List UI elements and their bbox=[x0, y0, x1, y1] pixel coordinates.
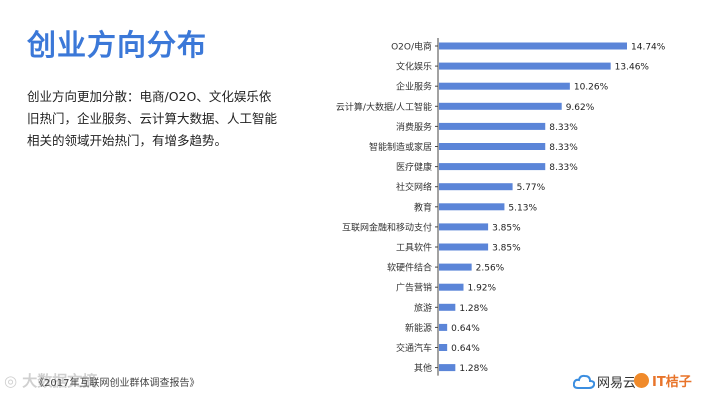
category-label: 互联网金融和移动支付 bbox=[342, 221, 432, 233]
bar bbox=[439, 364, 456, 372]
source-note: 《2017年互联网创业群体调查报告》 bbox=[34, 378, 200, 389]
bar bbox=[439, 283, 464, 291]
bar bbox=[439, 122, 546, 130]
value-label: 1.28% bbox=[459, 304, 488, 314]
value-label: 1.28% bbox=[459, 364, 488, 374]
netease-logo: 网易云 bbox=[573, 372, 636, 391]
category-label: 广告营销 bbox=[396, 282, 432, 294]
value-label: 8.33% bbox=[549, 143, 578, 153]
cloud-icon bbox=[573, 374, 595, 389]
bar bbox=[439, 42, 627, 50]
value-label: 13.46% bbox=[615, 63, 650, 73]
value-label: 14.74% bbox=[631, 43, 666, 53]
value-label: 3.85% bbox=[492, 244, 521, 254]
bar bbox=[439, 323, 448, 331]
page-title: 创业方向分布 bbox=[27, 28, 208, 62]
category-label: 医疗健康 bbox=[396, 161, 432, 173]
orange-icon bbox=[634, 373, 649, 388]
value-label: 2.56% bbox=[476, 264, 505, 274]
bar bbox=[439, 143, 546, 150]
bar bbox=[439, 303, 456, 311]
bar bbox=[439, 344, 448, 351]
value-label: 3.85% bbox=[492, 223, 521, 233]
bar bbox=[439, 223, 489, 231]
value-label: 9.62% bbox=[566, 103, 595, 113]
category-label: O2O/电商 bbox=[391, 41, 432, 53]
category-label: 软硬件结合 bbox=[387, 262, 432, 274]
value-label: 10.26% bbox=[574, 83, 609, 93]
value-label: 1.92% bbox=[467, 284, 496, 294]
value-label: 5.13% bbox=[508, 203, 537, 213]
it-juzi-logo-text: IT桔子 bbox=[652, 375, 692, 390]
bar bbox=[439, 163, 546, 171]
category-label: 教育 bbox=[414, 201, 432, 213]
watermark: ◎ 大数据文摘 bbox=[4, 372, 98, 390]
category-label: 其他 bbox=[414, 362, 432, 374]
value-label: 0.64% bbox=[451, 324, 480, 334]
category-label: 文化娱乐 bbox=[396, 61, 432, 73]
value-label: 8.33% bbox=[549, 123, 578, 133]
bar bbox=[439, 203, 505, 211]
value-label: 8.33% bbox=[549, 163, 578, 173]
category-label: 旅游 bbox=[414, 302, 432, 314]
category-label: 社交网络 bbox=[396, 181, 432, 193]
category-label: 企业服务 bbox=[396, 81, 432, 93]
it-juzi-logo: IT桔子 bbox=[634, 371, 692, 390]
category-label: 云计算/大数据/人工智能 bbox=[336, 101, 432, 113]
value-label: 0.64% bbox=[451, 344, 480, 354]
category-label: 工具软件 bbox=[396, 242, 432, 254]
page-description: 创业方向更加分散：电商/O2O、文化娱乐依旧热门，企业服务、云计算大数据、人工智… bbox=[27, 89, 278, 148]
bar bbox=[439, 243, 489, 251]
bar bbox=[439, 82, 570, 90]
bar bbox=[439, 62, 611, 70]
value-label: 5.77% bbox=[517, 183, 546, 193]
category-label: 新能源 bbox=[405, 322, 432, 334]
bar bbox=[439, 183, 513, 191]
netease-logo-text: 网易云 bbox=[597, 376, 637, 391]
bar bbox=[439, 263, 472, 271]
category-label: 智能制造或家居 bbox=[369, 141, 432, 153]
bar bbox=[439, 102, 562, 110]
category-label: 消费服务 bbox=[396, 121, 432, 133]
category-label: 交通汽车 bbox=[396, 342, 432, 354]
